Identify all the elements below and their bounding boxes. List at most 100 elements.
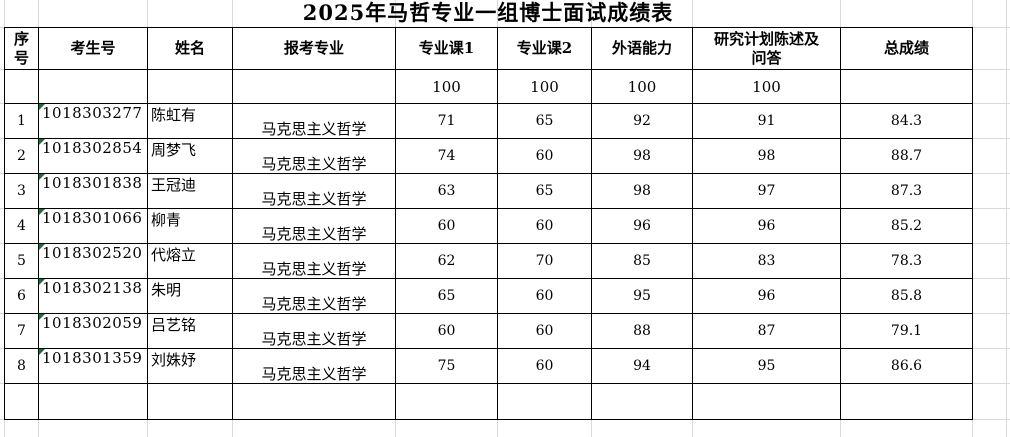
cell-major[interactable]: 马克思主义哲学 (232, 208, 396, 244)
cell-course2-score[interactable]: 60 (497, 313, 592, 349)
cell-course2-score[interactable]: 60 (497, 138, 592, 174)
col-header-no[interactable]: 序号 (4, 27, 39, 70)
cell-course2-score[interactable]: 60 (497, 278, 592, 314)
col-header-research[interactable]: 研究计划陈述及问答 (692, 27, 841, 70)
cell-empty[interactable] (38, 383, 148, 420)
cell-total-score[interactable]: 84.3 (840, 103, 973, 139)
cell-major[interactable]: 马克思主义哲学 (232, 313, 396, 349)
cell-major[interactable]: 马克思主义哲学 (232, 138, 396, 174)
cell-name[interactable]: 刘姝妤 (147, 348, 233, 384)
cell-row-no[interactable]: 2 (4, 138, 39, 174)
cell-empty[interactable] (692, 383, 841, 420)
cell-course1-score[interactable]: 62 (395, 243, 498, 279)
cell-name[interactable]: 吕艺铭 (147, 313, 233, 349)
cell-course1-score[interactable]: 63 (395, 173, 498, 209)
cell-candidate-id[interactable]: 1018301838 (38, 173, 148, 209)
cell-course2-score[interactable]: 65 (497, 103, 592, 139)
col-header-course1[interactable]: 专业课1 (395, 27, 498, 70)
col-header-total[interactable]: 总成绩 (840, 27, 973, 70)
col-header-foreign[interactable]: 外语能力 (591, 27, 693, 70)
cell-row-no[interactable]: 3 (4, 173, 39, 209)
cell-course1-score[interactable]: 71 (395, 103, 498, 139)
cell-candidate-id[interactable]: 1018301066 (38, 208, 148, 244)
cell-course2-score[interactable]: 70 (497, 243, 592, 279)
cell-empty[interactable] (147, 383, 233, 420)
cell-empty[interactable] (840, 383, 973, 420)
cell-foreign-score[interactable]: 85 (591, 243, 693, 279)
cell-empty[interactable] (38, 69, 148, 104)
cell-course1-score[interactable]: 60 (395, 313, 498, 349)
cell-row-no[interactable]: 1 (4, 103, 39, 139)
cell-empty[interactable] (497, 383, 592, 420)
cell-row-no[interactable]: 4 (4, 208, 39, 244)
cell-major[interactable]: 马克思主义哲学 (232, 348, 396, 384)
cell-course1-score[interactable]: 75 (395, 348, 498, 384)
cell-major[interactable]: 马克思主义哲学 (232, 173, 396, 209)
col-header-candidate-id[interactable]: 考生号 (38, 27, 148, 70)
cell-foreign-score[interactable]: 92 (591, 103, 693, 139)
cell-course1-score[interactable]: 74 (395, 138, 498, 174)
header-row: 序号 考生号 姓名 报考专业 专业课1 专业课2 外语能力 研究计划陈述及问答 … (4, 27, 973, 70)
cell-row-no[interactable]: 7 (4, 313, 39, 349)
cell-name[interactable]: 柳青 (147, 208, 233, 244)
cell-candidate-id[interactable]: 1018302059 (38, 313, 148, 349)
cell-total-score[interactable]: 85.8 (840, 278, 973, 314)
cell-foreign-score[interactable]: 98 (591, 173, 693, 209)
cell-research-score[interactable]: 95 (692, 348, 841, 384)
cell-research-score[interactable]: 87 (692, 313, 841, 349)
cell-major[interactable]: 马克思主义哲学 (232, 243, 396, 279)
cell-total-score[interactable]: 86.6 (840, 348, 973, 384)
cell-candidate-id[interactable]: 1018301359 (38, 348, 148, 384)
cell-major[interactable]: 马克思主义哲学 (232, 103, 396, 139)
cell-research-score[interactable]: 98 (692, 138, 841, 174)
cell-foreign-score[interactable]: 88 (591, 313, 693, 349)
cell-row-no[interactable]: 6 (4, 278, 39, 314)
cell-total-score[interactable]: 87.3 (840, 173, 973, 209)
col-header-course2[interactable]: 专业课2 (497, 27, 592, 70)
cell-total-score[interactable]: 78.3 (840, 243, 973, 279)
cell-course1-score[interactable]: 65 (395, 278, 498, 314)
cell-empty[interactable] (232, 383, 396, 420)
cell-candidate-id[interactable]: 1018302138 (38, 278, 148, 314)
cell-row-no[interactable]: 5 (4, 243, 39, 279)
cell-foreign-score[interactable]: 95 (591, 278, 693, 314)
cell-course2-score[interactable]: 65 (497, 173, 592, 209)
cell-max-foreign[interactable]: 100 (591, 69, 693, 104)
cell-name[interactable]: 周梦飞 (147, 138, 233, 174)
cell-foreign-score[interactable]: 96 (591, 208, 693, 244)
cell-max-course1[interactable]: 100 (395, 69, 498, 104)
cell-research-score[interactable]: 96 (692, 278, 841, 314)
cell-major[interactable]: 马克思主义哲学 (232, 278, 396, 314)
cell-row-no[interactable]: 8 (4, 348, 39, 384)
cell-research-score[interactable]: 97 (692, 173, 841, 209)
cell-total-score[interactable]: 79.1 (840, 313, 973, 349)
cell-candidate-id[interactable]: 1018302520 (38, 243, 148, 279)
cell-empty[interactable] (147, 69, 233, 104)
cell-course2-score[interactable]: 60 (497, 348, 592, 384)
cell-empty[interactable] (232, 69, 396, 104)
cell-candidate-id[interactable]: 1018303277 (38, 103, 148, 139)
cell-research-score[interactable]: 96 (692, 208, 841, 244)
cell-research-score[interactable]: 91 (692, 103, 841, 139)
col-header-major[interactable]: 报考专业 (232, 27, 396, 70)
cell-name[interactable]: 王冠迪 (147, 173, 233, 209)
cell-name[interactable]: 代熔立 (147, 243, 233, 279)
cell-foreign-score[interactable]: 94 (591, 348, 693, 384)
cell-total-score[interactable]: 88.7 (840, 138, 973, 174)
cell-course2-score[interactable]: 60 (497, 208, 592, 244)
cell-empty[interactable] (591, 383, 693, 420)
cell-total-score[interactable]: 85.2 (840, 208, 973, 244)
cell-research-score[interactable]: 83 (692, 243, 841, 279)
cell-max-course2[interactable]: 100 (497, 69, 592, 104)
cell-empty[interactable] (4, 383, 39, 420)
cell-foreign-score[interactable]: 98 (591, 138, 693, 174)
cell-empty[interactable] (395, 383, 498, 420)
col-header-name[interactable]: 姓名 (147, 27, 233, 70)
cell-max-research[interactable]: 100 (692, 69, 841, 104)
cell-course1-score[interactable]: 60 (395, 208, 498, 244)
cell-name[interactable]: 陈虹有 (147, 103, 233, 139)
cell-empty[interactable] (840, 69, 973, 104)
cell-candidate-id[interactable]: 1018302854 (38, 138, 148, 174)
cell-name[interactable]: 朱明 (147, 278, 233, 314)
cell-empty[interactable] (4, 69, 39, 104)
